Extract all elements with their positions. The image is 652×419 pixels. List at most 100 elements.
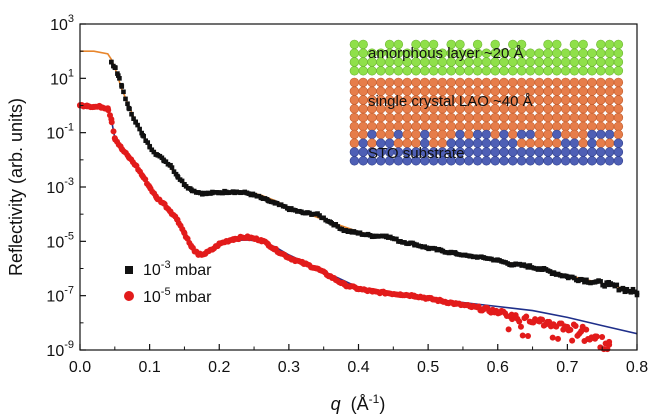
inset-atom [534, 95, 544, 105]
inset-atom [560, 138, 571, 148]
inset-atom [516, 77, 527, 88]
inset-atom [472, 112, 483, 123]
data-point-1e-5 [572, 322, 579, 329]
inset-atom [534, 48, 544, 58]
x-tick-label: 0.4 [347, 359, 369, 376]
data-points [77, 59, 640, 353]
data-point-1e-5 [341, 281, 348, 288]
data-point-1e-5 [160, 200, 167, 207]
data-point-1e-3 [565, 274, 570, 279]
inset-atom [560, 66, 571, 76]
inset-atom [604, 156, 615, 166]
inset-atom [534, 57, 544, 67]
inset-atom [437, 66, 448, 76]
data-point-1e-5 [230, 236, 237, 243]
data-point-1e-3 [168, 162, 173, 168]
inset-atom [578, 95, 588, 105]
inset-atom [481, 66, 492, 76]
y-tick-label: 103 [50, 13, 74, 34]
inset-atom [376, 121, 386, 132]
y-tick-label: 10-9 [46, 339, 74, 360]
data-point-1e-3 [620, 286, 626, 292]
data-point-1e-3 [251, 192, 257, 198]
data-point-1e-5 [369, 288, 376, 295]
y-tick-label: 101 [50, 67, 74, 88]
inset-atom [384, 77, 395, 88]
inset-atom [552, 112, 562, 123]
data-point-1e-3 [196, 190, 201, 195]
data-point-1e-3 [189, 187, 194, 193]
data-point-1e-3 [592, 279, 598, 285]
inset-atom [596, 147, 606, 157]
inset-atom [402, 121, 412, 132]
data-point-1e-3 [439, 248, 445, 254]
inset-atom [552, 66, 562, 76]
x-axis-unit: (Å [351, 394, 369, 414]
data-point-1e-3 [286, 206, 292, 212]
data-point-1e-3 [537, 266, 542, 271]
inset-atom [464, 138, 474, 148]
data-point-1e-5 [494, 308, 501, 315]
data-point-1e-5 [125, 154, 132, 161]
inset-atom [349, 39, 360, 50]
inset-atom [499, 147, 509, 157]
data-point-1e-5 [104, 105, 111, 112]
legend-marker-circle [124, 291, 134, 301]
inset-atom [358, 147, 368, 157]
inset-atom [367, 112, 377, 123]
data-point-1e-5 [578, 327, 585, 334]
legend-2-unit: mbar [171, 289, 213, 306]
data-point-1e-5 [209, 246, 216, 253]
data-point-1e-5 [411, 292, 418, 299]
inset-atom [508, 121, 518, 132]
inset-atom [534, 129, 544, 140]
inset-atom [525, 48, 536, 58]
inset-atom [569, 121, 580, 132]
inset-atom [437, 121, 448, 132]
inset-atom [358, 156, 368, 166]
inset-atom [481, 121, 492, 132]
inset-atom [508, 129, 518, 140]
data-point-1e-5 [90, 103, 97, 110]
inset-atom [349, 86, 360, 96]
data-point-1e-3 [384, 233, 389, 239]
inset-atom [411, 77, 421, 88]
inset-atom [534, 104, 544, 114]
inset-atom [613, 66, 624, 76]
data-point-1e-3 [223, 189, 229, 195]
data-point-1e-3 [154, 152, 159, 157]
inset-atom [543, 156, 553, 166]
inset-atom [499, 156, 509, 166]
inset-atom [613, 77, 624, 88]
inset-atom [543, 121, 553, 132]
data-point-1e-3 [115, 73, 121, 78]
data-point-1e-5 [564, 323, 571, 330]
inset-atom [358, 129, 368, 140]
inset-atom [516, 112, 527, 123]
inset-atom [481, 156, 492, 166]
inset-atom [490, 112, 500, 123]
inset-atom [569, 95, 580, 105]
data-point-1e-5 [516, 318, 523, 325]
inset-atom [508, 138, 518, 148]
data-point-1e-3 [112, 65, 118, 70]
data-point-1e-5 [480, 306, 487, 313]
inset-atom [587, 121, 597, 132]
inset-atom [349, 48, 360, 58]
inset-atom [543, 39, 553, 50]
inset-atom [358, 104, 368, 114]
inset-atom [376, 77, 386, 88]
inset-atom [560, 95, 571, 105]
data-point-1e-5 [569, 337, 576, 344]
data-point-1e-5 [251, 235, 258, 242]
data-point-1e-5 [439, 298, 446, 305]
inset-atom [358, 77, 368, 88]
inset-atom [490, 121, 500, 132]
inset-atom [613, 57, 624, 67]
data-point-1e-5 [110, 128, 117, 135]
data-point-1e-3 [135, 122, 140, 128]
inset-atom [525, 121, 536, 132]
inset-atom [552, 39, 562, 50]
data-point-1e-3 [179, 178, 185, 184]
legend-2-base: 10 [143, 289, 161, 306]
